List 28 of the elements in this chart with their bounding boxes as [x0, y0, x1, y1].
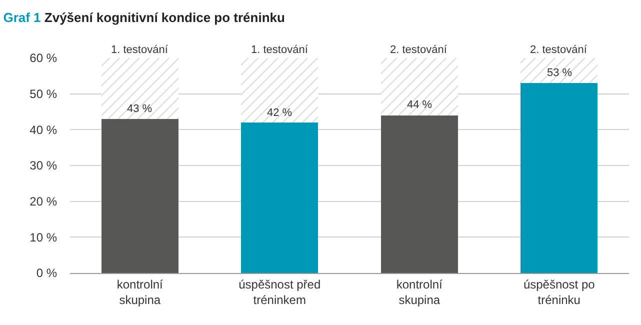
y-tick-label: 30 % — [30, 158, 58, 173]
y-tick-label: 20 % — [30, 194, 58, 209]
x-tick-label: kontrolní skupina — [396, 277, 444, 307]
text: 1. testování — [251, 44, 309, 56]
text: 2. testování — [390, 44, 448, 56]
bar — [101, 118, 178, 273]
chart-title: Graf 1 Zvýšení kognitivní kondice po tréninku — [3, 10, 285, 26]
x-tick-label: úspěšnost před tréninkem — [238, 277, 321, 307]
bar — [520, 83, 598, 273]
data-label: 43 % — [127, 103, 152, 115]
y-tick-label: 40 % — [30, 122, 58, 137]
bar — [380, 115, 458, 273]
text: 2. testování — [530, 44, 588, 56]
bar — [241, 122, 318, 273]
bar — [380, 58, 458, 116]
data-label: 42 % — [267, 107, 292, 119]
y-tick-label: 0 % — [36, 266, 58, 280]
bar — [241, 58, 318, 122]
bar — [520, 58, 598, 84]
y-tick-label: 60 % — [30, 51, 58, 66]
text: 1. testování — [111, 44, 169, 56]
data-label: 53 % — [547, 67, 572, 79]
x-tick-label: úspěšnost po tréninku — [523, 277, 596, 307]
y-tick-label: 10 % — [30, 230, 58, 244]
x-tick-label: kontrolní skupina — [116, 277, 164, 307]
y-tick-label: 50 % — [30, 87, 58, 102]
bar — [101, 58, 178, 119]
data-label: 44 % — [407, 99, 432, 111]
